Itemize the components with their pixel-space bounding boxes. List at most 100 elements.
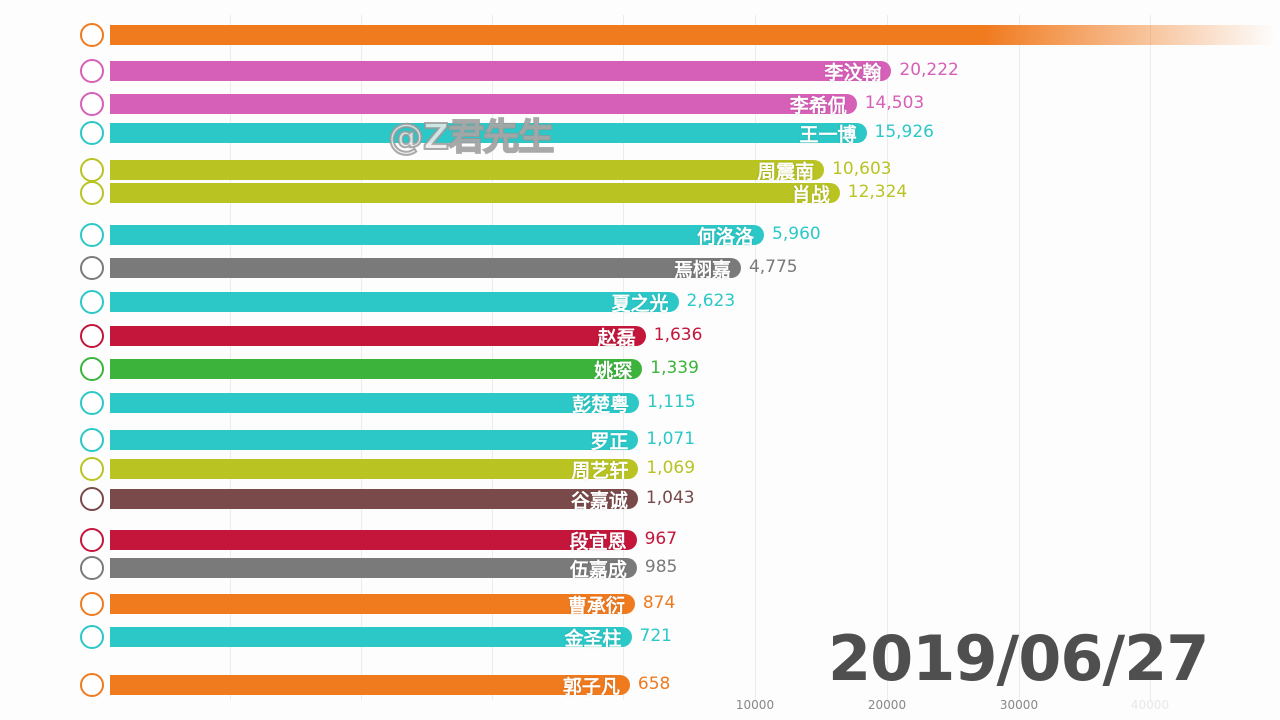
bar-row: 何洛洛 5,960 [0, 223, 1280, 248]
bar-row: 周艺轩 1,069 [0, 457, 1280, 482]
bar-name-label: 彭楚粤 [572, 394, 630, 416]
bar-name-label: 周艺轩 [571, 460, 629, 482]
bar-name-label: 伍嘉成 [569, 559, 627, 581]
avatar-ring-icon [80, 556, 104, 580]
bar-name-label: 谷嘉诚 [570, 490, 628, 512]
bar: 肖战 [110, 183, 840, 206]
bar-value-label: 1,115 [647, 392, 696, 412]
bar-name-label: 赵磊 [597, 327, 636, 349]
gridline [623, 15, 624, 700]
bar-row: 伍嘉成 985 [0, 556, 1280, 581]
bar-row: 郭子凡 658 [0, 673, 1280, 698]
date-label: 2019/06/27 [828, 622, 1209, 695]
avatar-ring-icon [80, 290, 104, 314]
bar-value-label: 5,960 [772, 224, 821, 244]
bar-name-label: 段宜恩 [569, 531, 627, 553]
bar: 金圣柱 [110, 627, 632, 650]
bar-name-label: 姚琛 [594, 360, 633, 382]
gridline [755, 15, 756, 700]
bar: 周艺轩 [110, 459, 639, 482]
bar-row: 金圣柱 721 [0, 625, 1280, 650]
avatar-ring-icon [80, 23, 104, 47]
avatar-ring-icon [80, 158, 104, 182]
bar-value-label: 967 [644, 529, 678, 549]
bar: 曹承衍 [110, 594, 635, 617]
bar-row: 曹承衍 874 [0, 592, 1280, 617]
bar: 焉栩嘉 [110, 258, 741, 281]
avatar-ring-icon [80, 592, 104, 616]
bar-row: 赵磊 1,636 [0, 324, 1280, 349]
bar-name-label: 肖战 [791, 184, 830, 206]
bar-value-label: 20,222 [899, 60, 959, 80]
bar-value-label: 985 [644, 557, 678, 577]
bar-name-label: 李汶翰 [824, 62, 882, 84]
gridline [887, 15, 888, 700]
bar-value-label: 15,926 [874, 122, 934, 142]
bar-value-label: 10,603 [832, 159, 892, 179]
bar-value-label: 721 [639, 626, 672, 646]
bar-row: 姚琛 1,339 [0, 357, 1280, 382]
bar-value-label: 1,069 [646, 458, 696, 478]
bar: 郭子凡 [110, 675, 630, 698]
x-tick-label: 20000 [867, 698, 907, 712]
bar: 周震南 [110, 160, 825, 183]
bar-row: 彭楚粤 1,115 [0, 391, 1280, 416]
bar-row: 谷嘉诚 1,043 [0, 487, 1280, 512]
bar: 姚琛 [110, 359, 643, 382]
avatar-ring-icon [80, 391, 104, 415]
bar-row: 夏之光 2,623 [0, 290, 1280, 315]
watermark: @Z君先生 [387, 116, 555, 159]
avatar-ring-icon [80, 223, 104, 247]
bar-value-label: 14,503 [864, 93, 925, 113]
avatar-ring-icon [80, 324, 104, 348]
gridline [492, 15, 493, 700]
bar-value-label: 874 [642, 593, 676, 613]
x-tick-label: 40000 [1130, 698, 1170, 712]
bar-value-label: 658 [637, 674, 671, 694]
avatar-ring-icon [80, 625, 104, 649]
bar: 段宜恩 [110, 530, 637, 553]
bar-row: 焉栩嘉 4,775 [0, 256, 1280, 281]
bar-value-label: 2,623 [686, 291, 736, 311]
avatar-ring-icon [80, 181, 104, 205]
bar-name-label: 周震南 [757, 161, 815, 183]
gridline [361, 15, 362, 700]
bar-value-label: 12,324 [847, 182, 908, 202]
bar-name-label: 金圣柱 [564, 628, 622, 650]
bar-row: 李希侃 14,503 [0, 92, 1280, 117]
avatar-ring-icon [80, 487, 104, 511]
x-tick-label: 30000 [999, 698, 1039, 712]
bar-name-label: 罗正 [590, 431, 629, 453]
bar-name-label: 何洛洛 [697, 226, 755, 248]
bar [110, 25, 1275, 45]
avatar-ring-icon [80, 92, 104, 116]
bar-row: 王一博 15,926 [0, 121, 1280, 146]
bar: 赵磊 [110, 326, 646, 349]
bar-row: 段宜恩 967 [0, 528, 1280, 553]
bar: 谷嘉诚 [110, 489, 638, 512]
bar-name-label: 王一博 [799, 124, 857, 146]
gridline [1150, 15, 1151, 700]
avatar-ring-icon [80, 673, 104, 697]
bar-value-label: 1,043 [645, 488, 695, 508]
bar-value-label: 1,636 [653, 325, 703, 345]
bar-row [0, 23, 1280, 47]
avatar-ring-icon [80, 457, 104, 481]
avatar-ring-icon [80, 357, 104, 381]
bar: 李希侃 [110, 94, 857, 117]
bar: 何洛洛 [110, 225, 765, 248]
bar: 罗正 [110, 430, 639, 453]
bar: 彭楚粤 [110, 393, 640, 416]
bar: 王一博 [110, 123, 867, 146]
bar: 伍嘉成 [110, 558, 637, 581]
bar-row: 肖战 12,324 [0, 181, 1280, 206]
avatar-ring-icon [80, 528, 104, 552]
avatar-ring-icon [80, 428, 104, 452]
avatar-ring-icon [80, 256, 104, 280]
bar-row: 周震南 10,603 [0, 158, 1280, 183]
bar-name-label: 郭子凡 [562, 676, 620, 698]
bar-name-label: 焉栩嘉 [673, 259, 731, 281]
bar-name-label: 曹承衍 [567, 595, 625, 617]
bar: 李汶翰 [110, 61, 892, 84]
